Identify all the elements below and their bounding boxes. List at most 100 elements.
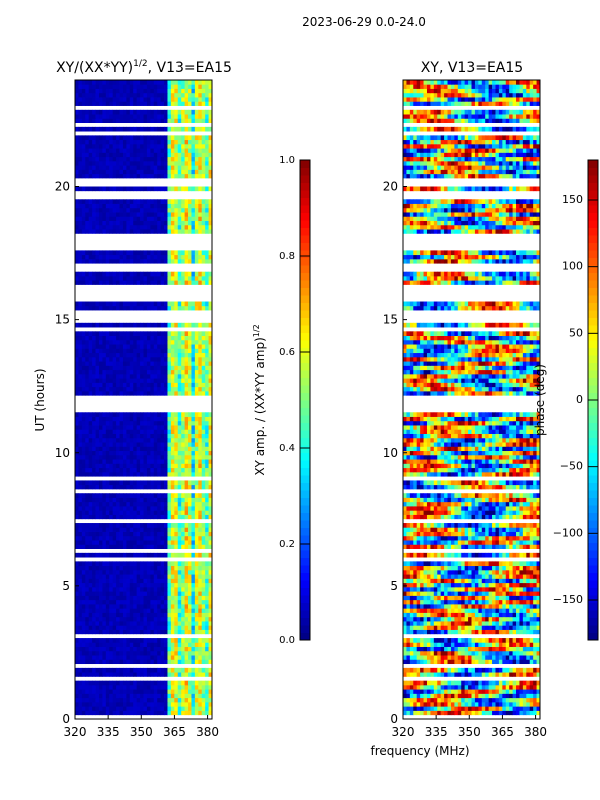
heatmap-cell <box>153 471 158 477</box>
heatmap-cell <box>174 467 179 473</box>
heatmap-cell <box>98 710 103 716</box>
heatmap-cell <box>98 659 103 665</box>
heatmap-cell <box>157 207 162 213</box>
heatmap-cell <box>177 386 182 392</box>
heatmap-cell <box>150 523 155 528</box>
heatmap-cell <box>75 446 79 452</box>
heatmap-cell <box>184 569 189 575</box>
heatmap-cell <box>78 454 83 460</box>
heatmap-cell <box>98 92 103 98</box>
heatmap-cell <box>205 216 209 221</box>
heatmap-cell <box>461 693 466 699</box>
heatmap-cell <box>194 684 199 690</box>
heatmap-cell <box>88 459 93 464</box>
heatmap-cell <box>205 412 209 417</box>
heatmap-cell <box>167 84 172 89</box>
heatmap-cell <box>119 165 124 170</box>
colorbar-segment <box>300 602 310 611</box>
heatmap-cell <box>194 250 199 256</box>
heatmap-cell <box>126 586 131 592</box>
heatmap-cell <box>92 139 96 145</box>
heatmap-cell <box>170 254 175 260</box>
heatmap-cell <box>181 118 185 123</box>
heatmap-cell <box>109 361 114 366</box>
heatmap-cell <box>102 672 107 677</box>
heatmap-cell <box>140 186 144 192</box>
heatmap-cell <box>191 629 196 635</box>
heatmap-cell <box>529 697 534 703</box>
heatmap-cell <box>188 574 192 579</box>
heatmap-cell <box>119 143 124 149</box>
heatmap-cell <box>129 667 134 673</box>
heatmap-cell <box>194 84 199 89</box>
heatmap-cell <box>194 544 199 549</box>
heatmap-cell <box>464 701 469 707</box>
heatmap-cell <box>112 365 117 371</box>
heatmap-cell <box>430 701 435 707</box>
heatmap-cell <box>136 433 141 439</box>
heatmap-cell <box>167 701 172 707</box>
heatmap-cell <box>177 574 182 579</box>
heatmap-cell <box>191 386 196 392</box>
heatmap-cell <box>170 335 175 341</box>
heatmap-cell <box>136 361 141 366</box>
heatmap-cell <box>143 591 148 596</box>
heatmap-cell <box>150 301 155 307</box>
heatmap-cell <box>126 442 131 447</box>
heatmap-cell <box>143 454 148 460</box>
heatmap-cell <box>88 207 93 213</box>
heatmap-cell <box>119 544 124 549</box>
heatmap-cell <box>150 442 155 447</box>
heatmap-cell <box>122 173 127 179</box>
heatmap-cell <box>78 126 83 132</box>
heatmap-cell <box>164 84 168 89</box>
heatmap-cell <box>146 80 151 85</box>
heatmap-cell <box>194 322 199 328</box>
heatmap-cell <box>188 595 192 601</box>
heatmap-cell <box>78 148 83 153</box>
heatmap-cell <box>146 156 151 162</box>
heatmap-cell <box>153 301 158 307</box>
heatmap-cell <box>126 463 131 469</box>
heatmap-cell <box>126 616 131 622</box>
heatmap-cell <box>98 603 103 609</box>
heatmap-cell <box>98 510 103 515</box>
heatmap-cell <box>177 697 182 703</box>
x-tick-label: 335 <box>97 725 120 739</box>
heatmap-cell <box>126 382 131 388</box>
heatmap-cell <box>126 203 131 209</box>
heatmap-cell <box>146 501 151 507</box>
heatmap-cell <box>181 429 185 434</box>
heatmap-cell <box>170 531 175 537</box>
colorbar-segment <box>300 512 310 521</box>
heatmap-cell <box>191 224 196 230</box>
heatmap-cell <box>95 659 100 665</box>
heatmap-cell <box>167 531 172 537</box>
heatmap-cell <box>205 148 209 153</box>
heatmap-cell <box>116 361 120 366</box>
heatmap-cell <box>75 97 79 102</box>
heatmap-cell <box>157 437 162 443</box>
heatmap-cell <box>153 454 158 460</box>
heatmap-cell <box>85 433 90 439</box>
heatmap-cell <box>102 710 107 716</box>
heatmap-cell <box>119 416 124 422</box>
heatmap-cell <box>201 621 206 626</box>
heatmap-cell <box>198 331 203 336</box>
heatmap-cell <box>126 412 131 417</box>
heatmap-cell <box>174 659 179 665</box>
heatmap-cell <box>150 165 155 170</box>
heatmap-cell <box>92 84 96 89</box>
heatmap-cell <box>433 710 438 716</box>
heatmap-cell <box>160 425 165 430</box>
heatmap-cell <box>181 254 185 260</box>
heatmap-cell <box>98 655 103 660</box>
heatmap-cell <box>116 369 120 375</box>
heatmap-cell <box>177 114 182 119</box>
heatmap-cell <box>146 258 151 264</box>
heatmap-cell <box>160 335 165 341</box>
heatmap-cell <box>167 220 172 226</box>
heatmap-cell <box>143 348 148 354</box>
heatmap-cell <box>116 599 120 605</box>
heatmap-cell <box>205 506 209 511</box>
